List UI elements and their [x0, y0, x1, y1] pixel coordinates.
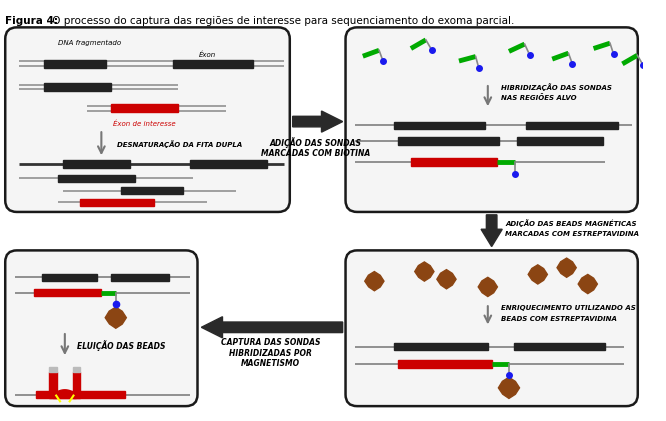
Text: NAS REGIÕES ALVO: NAS REGIÕES ALVO — [501, 94, 577, 101]
Bar — [42, 274, 97, 281]
Polygon shape — [292, 111, 342, 132]
Polygon shape — [528, 265, 547, 284]
Bar — [44, 83, 111, 91]
Bar — [190, 160, 266, 168]
Text: Figura 4:: Figura 4: — [5, 16, 58, 26]
Bar — [394, 343, 488, 350]
Text: BEADS COM ESTREPTAVIDINA: BEADS COM ESTREPTAVIDINA — [501, 316, 617, 322]
Text: DESNATURAÇÃO DA FITA DUPLA: DESNATURAÇÃO DA FITA DUPLA — [117, 140, 242, 148]
Polygon shape — [498, 377, 519, 398]
Polygon shape — [201, 317, 342, 338]
Polygon shape — [365, 272, 384, 291]
Polygon shape — [578, 274, 597, 294]
Text: CAPTURA DAS SONDAS: CAPTURA DAS SONDAS — [221, 338, 320, 347]
Bar — [111, 274, 168, 281]
Bar — [34, 289, 101, 296]
Text: ENRIQUECIMENTO UTILIZANDO AS: ENRIQUECIMENTO UTILIZANDO AS — [501, 305, 636, 311]
Bar — [526, 122, 617, 129]
Text: ADIÇÃO DAS BEADS MAGNÉTICAS: ADIÇÃO DAS BEADS MAGNÉTICAS — [505, 219, 637, 227]
Polygon shape — [437, 269, 456, 289]
Text: DNA fragmentado: DNA fragmentado — [58, 40, 121, 46]
Text: MARCADAS COM BIOTINA: MARCADAS COM BIOTINA — [261, 149, 370, 158]
FancyBboxPatch shape — [5, 27, 290, 212]
Bar — [80, 199, 155, 206]
Bar — [49, 367, 57, 373]
FancyBboxPatch shape — [346, 27, 638, 212]
Bar — [517, 137, 603, 145]
Bar — [411, 158, 498, 166]
Polygon shape — [481, 215, 502, 247]
Polygon shape — [557, 258, 576, 277]
FancyBboxPatch shape — [346, 250, 638, 406]
Bar — [173, 60, 253, 68]
Bar — [398, 360, 492, 368]
Text: ELUIÇÃO DAS BEADS: ELUIÇÃO DAS BEADS — [77, 340, 166, 351]
FancyBboxPatch shape — [5, 250, 198, 406]
Text: MAGNETISMO: MAGNETISMO — [241, 360, 300, 368]
Bar — [58, 175, 135, 181]
Bar — [36, 391, 125, 398]
Bar — [398, 137, 500, 145]
Text: HIBRIDIZAÇÃO DAS SONDAS: HIBRIDIZAÇÃO DAS SONDAS — [501, 83, 612, 91]
Bar — [63, 160, 131, 168]
Bar — [44, 60, 106, 68]
Polygon shape — [105, 307, 127, 328]
Bar — [73, 371, 80, 398]
Bar — [49, 371, 57, 398]
Bar — [394, 122, 485, 129]
Text: HIBRIDIZADAS POR: HIBRIDIZADAS POR — [229, 349, 312, 358]
Text: Éxon de interesse: Éxon de interesse — [113, 120, 176, 127]
Text: ADIÇÃO DAS SONDAS: ADIÇÃO DAS SONDAS — [270, 137, 362, 148]
Polygon shape — [415, 262, 434, 281]
Polygon shape — [53, 390, 77, 398]
Text: MARCADAS COM ESTREPTAVIDINA: MARCADAS COM ESTREPTAVIDINA — [505, 231, 639, 237]
Bar — [111, 104, 178, 112]
Text: Éxon: Éxon — [198, 51, 216, 58]
Bar — [121, 187, 183, 194]
Bar — [73, 367, 80, 373]
Text: O processo do captura das regiões de interesse para sequenciamento do exoma parc: O processo do captura das regiões de int… — [49, 16, 515, 26]
Bar — [513, 343, 605, 350]
Polygon shape — [478, 277, 498, 296]
